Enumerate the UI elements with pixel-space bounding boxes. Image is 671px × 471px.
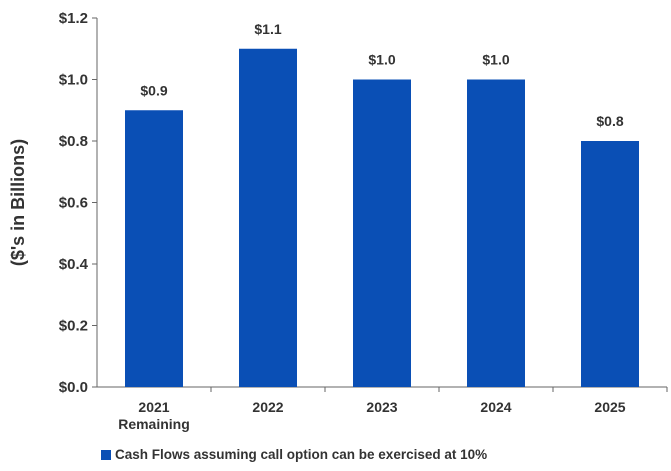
bar-value-label: $1.0	[482, 52, 509, 68]
x-category-label: 2024	[480, 399, 511, 415]
x-category-label: Remaining	[118, 416, 190, 432]
x-category-label: 2025	[594, 399, 625, 415]
bar-value-label: $0.8	[596, 113, 623, 129]
bar	[239, 48, 297, 387]
y-tick-label: $0.6	[59, 195, 88, 212]
bar	[353, 79, 411, 387]
y-tick-label: $0.0	[59, 379, 88, 396]
bar-value-label: $0.9	[140, 82, 167, 98]
y-tick-label: $1.2	[59, 10, 88, 27]
y-tick-label: $0.2	[59, 318, 88, 335]
legend: Cash Flows assuming call option can be e…	[101, 447, 487, 462]
y-tick-label: $0.8	[59, 133, 88, 150]
x-category-label: 2023	[366, 399, 397, 415]
bar	[125, 110, 183, 387]
bar-value-label: $1.1	[254, 21, 281, 37]
y-tick-label: $1.0	[59, 72, 88, 89]
y-axis-title: ($'s in Billions)	[8, 139, 28, 266]
x-category-label: 2022	[252, 399, 283, 415]
bar-value-label: $1.0	[368, 52, 395, 68]
legend-label: Cash Flows assuming call option can be e…	[115, 447, 488, 462]
bar	[581, 141, 639, 387]
bar	[467, 79, 525, 387]
y-tick-label: $0.4	[59, 256, 89, 273]
legend-swatch	[101, 449, 111, 460]
x-category-label: 2021	[138, 399, 169, 415]
